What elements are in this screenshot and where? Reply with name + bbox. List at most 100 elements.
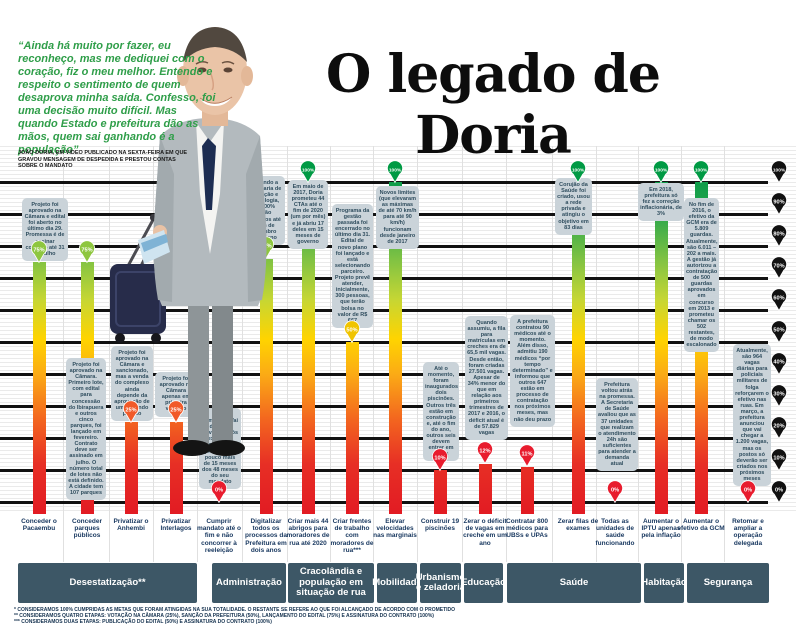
promise-bar <box>345 342 359 514</box>
promise-bar <box>478 463 492 514</box>
category-label: Desestatização** <box>69 576 146 588</box>
svg-text:75%: 75% <box>33 247 44 253</box>
promise-pct-pin: 50% <box>344 319 360 343</box>
category-box: Desestatização** <box>18 563 197 603</box>
promise-bar <box>301 182 315 514</box>
promise-note: Até o momento, foram inaugurados dois pi… <box>423 362 459 462</box>
gridline-major <box>0 501 768 504</box>
promise-note: Prefeitura voltou atrás na promessa. A S… <box>596 378 638 472</box>
svg-text:25%: 25% <box>170 407 181 413</box>
svg-text:90%: 90% <box>773 199 784 205</box>
promise-bar <box>433 470 447 514</box>
svg-text:40%: 40% <box>773 359 784 365</box>
svg-text:100%: 100% <box>572 167 585 173</box>
promise-pct-pin: 0% <box>211 479 227 503</box>
promise-pct-pin: 10% <box>432 447 448 471</box>
axis-pct-pin: 90% <box>771 191 787 215</box>
svg-text:70%: 70% <box>773 263 784 269</box>
axis-pct-pin: 100% <box>771 159 787 183</box>
promise-note: Em 2018, prefeitura só fez a correção in… <box>638 183 684 222</box>
doria-head <box>177 27 253 126</box>
gridline-major <box>0 277 768 280</box>
promise-label: Conceder o Pacaembu <box>21 518 57 533</box>
category-label: Segurança <box>703 576 753 588</box>
axis-pct-pin: 70% <box>771 255 787 279</box>
svg-text:0%: 0% <box>611 487 619 493</box>
promise-bar <box>571 182 585 514</box>
svg-text:25%: 25% <box>125 407 136 413</box>
promise-label: Criar frentes de trabalho com moradores … <box>330 518 374 554</box>
column-separator <box>462 146 463 562</box>
footnote-3: *** CONSIDERAMOS DUAS ETAPAS: PUBLICAÇÃO… <box>14 619 272 625</box>
promise-label: Privatizar o Anhembi <box>113 518 149 533</box>
footnote-2: ** CONSIDERAMOS QUATRO ETAPAS: VOTAÇÃO N… <box>14 613 434 619</box>
category-box: Cracolândia e população em situação de r… <box>288 563 374 603</box>
svg-text:10%: 10% <box>434 455 445 461</box>
promise-pct-pin: 100% <box>387 159 403 183</box>
column-separator <box>638 146 639 562</box>
category-label: Cracolândia e população em situação de r… <box>296 566 366 599</box>
promise-label: Digitalizar todos os processos da Prefei… <box>245 518 287 554</box>
promise-pct-pin: 75% <box>79 239 95 263</box>
column-separator <box>373 146 374 562</box>
promise-note: Corujão da Saúde foi criado, usou a rede… <box>555 178 592 235</box>
promise-bar <box>259 258 273 514</box>
promise-bar <box>388 182 402 514</box>
promise-pct-pin: 100% <box>570 159 586 183</box>
promise-note: Novos limites (que elevaram as máximas d… <box>376 186 419 249</box>
svg-text:80%: 80% <box>773 231 784 237</box>
column-separator <box>287 146 288 562</box>
promise-note: Atualmente, são 964 vagas diárias para p… <box>733 344 771 487</box>
svg-text:20%: 20% <box>773 423 784 429</box>
promise-pct-pin: 0% <box>740 479 756 503</box>
axis-pct-pin: 20% <box>771 415 787 439</box>
doria-body <box>138 118 267 456</box>
svg-text:60%: 60% <box>773 295 784 301</box>
promise-bar <box>520 466 534 514</box>
gridline-major <box>0 309 768 312</box>
axis-pct-pin: 50% <box>771 319 787 343</box>
category-box: Mobilidade <box>372 563 422 603</box>
category-box: Saúde <box>507 563 641 603</box>
quote-attribution: JOÃO DORIA, EM VÍDEO PUBLICADO NA SEXTA-… <box>18 150 188 169</box>
promise-pct-pin: 25% <box>168 399 184 423</box>
footnote-1: * CONSIDERAMOS 100% CUMPRIDAS AS METAS Q… <box>14 607 456 613</box>
promise-pct-pin: 75% <box>31 239 47 263</box>
promise-pct-pin: 11% <box>519 444 535 468</box>
column-separator <box>242 146 243 562</box>
gridline-major <box>0 437 768 440</box>
promise-pct-pin: 100% <box>653 159 669 183</box>
svg-text:50%: 50% <box>346 327 357 333</box>
promise-pct-pin: 12% <box>477 441 493 465</box>
promise-note: A prefeitura contratou 90 médicos até o … <box>510 315 555 427</box>
promise-label: Todas as unidades de saúde funcionando <box>595 518 635 547</box>
promise-note: Em maio de 2017, Doria prometeu 44 CTAs … <box>288 180 328 249</box>
axis-pct-pin: 40% <box>771 351 787 375</box>
promise-label: Aumentar o efetivo da GCM <box>677 518 725 533</box>
category-box: Administração <box>212 563 286 603</box>
gridline-major <box>0 373 768 376</box>
svg-text:10%: 10% <box>773 455 784 461</box>
gridline-major <box>0 405 768 408</box>
axis-pct-pin: 80% <box>771 223 787 247</box>
column-separator <box>63 146 64 562</box>
promise-label: Privatizar Interlagos <box>160 518 192 533</box>
svg-text:0%: 0% <box>775 487 783 493</box>
svg-text:0%: 0% <box>744 487 752 493</box>
column-separator <box>109 146 110 562</box>
category-label: Saúde <box>559 576 589 588</box>
promise-label: Cumprir mandato até o fim e não concorre… <box>196 518 242 554</box>
promise-label: Retomar e ampliar a operação delegada <box>732 518 764 547</box>
axis-pct-pin: 10% <box>771 447 787 471</box>
promise-pct-pin: 100% <box>300 159 316 183</box>
column-separator <box>417 146 418 562</box>
svg-text:100%: 100% <box>695 167 708 173</box>
promise-note: Quando assumiu, a fila para matrículas e… <box>465 316 508 440</box>
promise-pct-pin: 100% <box>693 159 709 183</box>
svg-text:0%: 0% <box>215 487 223 493</box>
svg-text:100%: 100% <box>389 167 402 173</box>
column-separator <box>681 146 682 562</box>
promise-label: Aumentar o IPTU apenas pela inflação <box>641 518 681 540</box>
doria-quote: “Ainda há muito por fazer, eu reconheço,… <box>18 40 216 156</box>
